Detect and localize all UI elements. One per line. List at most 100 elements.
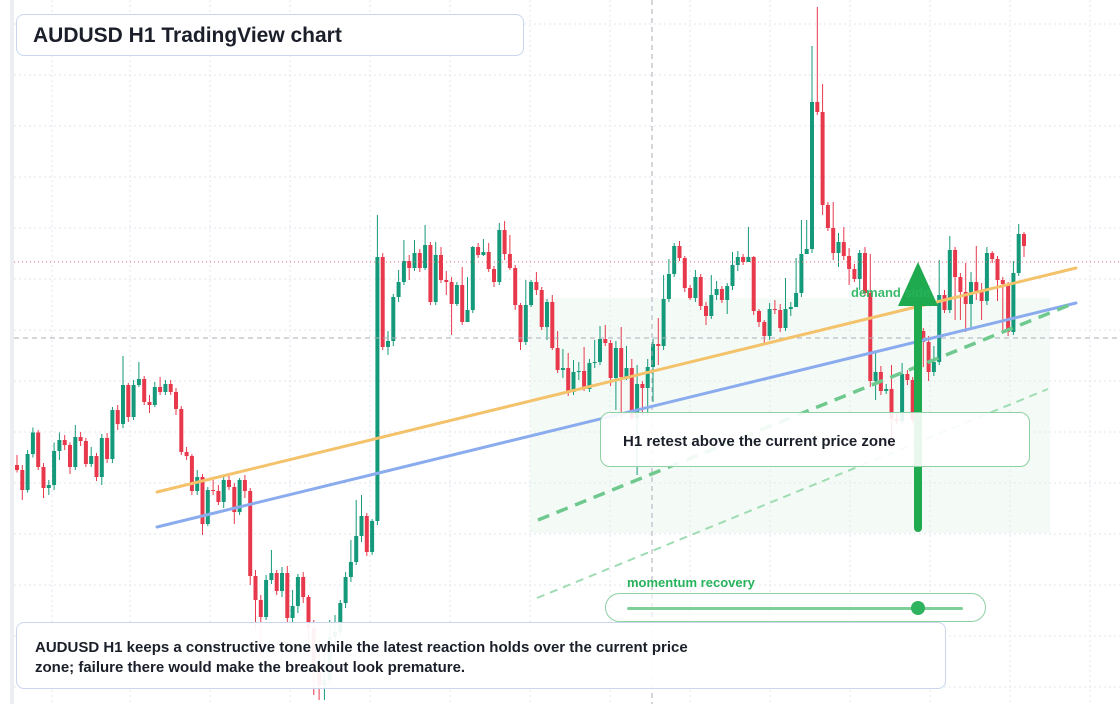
candle-bullish [725, 286, 730, 300]
candle-bullish [386, 341, 390, 347]
candle-bearish [15, 465, 19, 470]
candle-bearish [974, 282, 979, 292]
candle-bearish [174, 392, 178, 409]
candle-bullish [73, 437, 78, 467]
analysis-caption-box: AUDUSD H1 keeps a constructive tone whil… [16, 622, 946, 689]
candle-bullish [767, 309, 772, 336]
candle-bearish [656, 344, 661, 346]
candle-bearish [476, 247, 481, 255]
candle-bullish [370, 521, 375, 552]
candle-bearish [963, 292, 968, 304]
candle-bullish [433, 255, 438, 302]
candle-bullish [651, 344, 655, 367]
candle-bullish [645, 367, 650, 388]
candle-bearish [719, 289, 724, 300]
candle-bullish [401, 261, 406, 282]
candle-bullish [497, 230, 502, 282]
candle-bullish [57, 440, 62, 451]
candle-bullish [1011, 273, 1016, 332]
candle-bullish [465, 310, 470, 322]
candle-bullish [412, 253, 417, 268]
candle-bearish [555, 348, 560, 370]
candle-bullish [804, 249, 809, 254]
candle-bearish [995, 259, 1000, 280]
candle-bearish [20, 470, 25, 490]
candle-bearish [825, 205, 830, 228]
candle-bearish [502, 230, 507, 254]
candle-bearish [94, 456, 99, 477]
candle-bearish [380, 257, 385, 347]
candle-bullish [423, 245, 428, 268]
candle-bearish [772, 309, 777, 310]
candle-bullish [338, 603, 343, 632]
candle-bullish [348, 562, 353, 577]
candle-bullish [205, 490, 210, 524]
candle-bearish [105, 438, 110, 459]
candle-bullish [783, 309, 788, 328]
candle-bearish [682, 258, 687, 288]
candle-bearish [41, 467, 46, 488]
candle-bullish [661, 299, 666, 346]
candle-bullish [709, 295, 714, 316]
candle-bearish [179, 409, 184, 452]
candle-bullish [110, 410, 115, 459]
candle-bullish [269, 573, 274, 580]
candle-bullish [237, 480, 242, 512]
candle-bearish [232, 487, 237, 512]
candle-bearish [248, 491, 253, 576]
candle-bearish [910, 380, 915, 420]
candle-bearish [444, 280, 449, 282]
candle-bearish [990, 253, 995, 259]
candle-bearish [68, 445, 72, 467]
candle-bullish [672, 246, 677, 274]
candle-bullish [592, 362, 597, 363]
candle-bullish [799, 254, 804, 293]
candle-bearish [1000, 280, 1005, 284]
candle-bullish [947, 250, 952, 310]
candle-bullish [730, 265, 735, 286]
candle-bearish [126, 385, 131, 417]
candle-bearish [1006, 284, 1011, 332]
candle-bullish [280, 573, 284, 591]
candle-bearish [762, 322, 767, 336]
candle-bullish [121, 385, 125, 424]
candle-bullish [836, 242, 841, 253]
candle-bearish [486, 252, 491, 269]
candle-bullish [396, 282, 401, 297]
candle-bullish [295, 577, 300, 606]
candle-bullish [937, 295, 942, 362]
candle-bullish [343, 577, 348, 603]
candle-bearish [608, 343, 613, 378]
candle-bearish [216, 491, 221, 502]
candle-bearish [518, 305, 523, 342]
candle-bearish [629, 368, 634, 418]
momentum-meter [605, 593, 986, 622]
candle-bearish [1022, 234, 1026, 246]
candle-bullish [1016, 234, 1021, 273]
candle-bullish [454, 285, 459, 304]
candle-bearish [847, 256, 852, 269]
candle-bearish [741, 257, 746, 262]
candle-bullish [788, 307, 793, 309]
candle-bearish [147, 402, 152, 405]
candle-bearish [62, 440, 67, 445]
analysis-caption: AUDUSD H1 keeps a constructive tone whil… [35, 639, 688, 676]
candle-bearish [566, 368, 571, 392]
demand-zone-label: demand side [851, 285, 931, 300]
candle-bearish [460, 285, 465, 322]
candle-bearish [831, 228, 836, 253]
candle-bullish [195, 477, 200, 491]
candle-bullish [984, 253, 989, 301]
candle-bearish [306, 597, 311, 628]
candle-bearish [439, 255, 443, 280]
candle-bullish [529, 282, 534, 305]
candle-bullish [391, 297, 396, 341]
candle-bullish [576, 371, 581, 372]
retest-annotation: H1 retest above the current price zone [600, 412, 1030, 467]
candle-bearish [407, 261, 412, 268]
momentum-track [627, 607, 963, 610]
candle-bearish [889, 389, 894, 419]
candle-bearish [550, 302, 555, 348]
candle-bullish [746, 257, 751, 262]
candle-bearish [757, 311, 761, 322]
